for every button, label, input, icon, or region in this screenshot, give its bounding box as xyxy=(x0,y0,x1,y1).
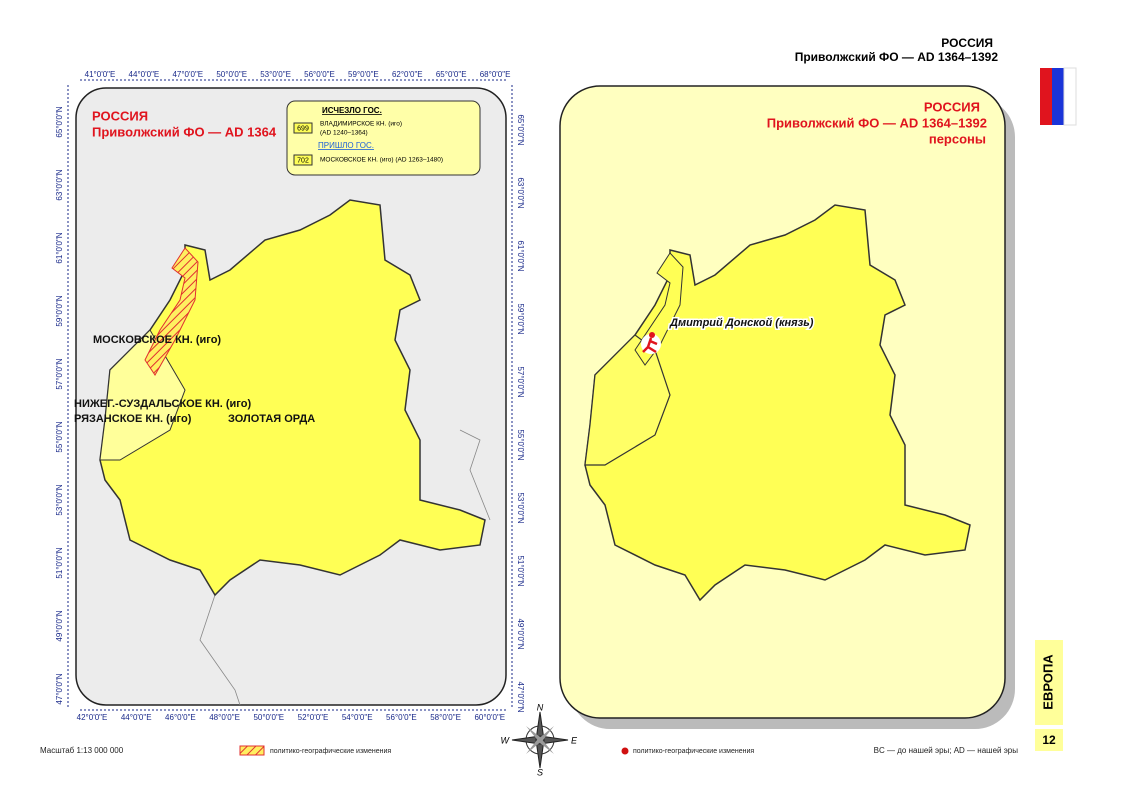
legend-code: 702 xyxy=(297,157,309,164)
left-map-subtitle: Приволжский ФО — AD 1364 xyxy=(92,124,277,139)
lon-tick-label: 60°0'0"E xyxy=(474,713,505,722)
footer-legend: политико-географические изменения xyxy=(270,748,391,755)
lat-tick-label: 63°0'0"N xyxy=(55,169,64,200)
legend-text: МОСКОВСКОЕ КН. (иго) (AD 1263–1480) xyxy=(320,157,443,164)
lat-tick-label: 57°0'0"N xyxy=(516,366,525,397)
lon-tick-label: 59°0'0"E xyxy=(348,70,379,79)
lon-tick-label: 58°0'0"E xyxy=(430,713,461,722)
lon-tick-label: 68°0'0"E xyxy=(480,70,511,79)
right-map-note: персоны xyxy=(929,131,986,146)
legend-heading: ПРИШЛО ГОС. xyxy=(318,141,374,150)
compass-s: S xyxy=(537,767,543,777)
lat-tick-label: 55°0'0"N xyxy=(516,429,525,460)
lon-tick-label: 54°0'0"E xyxy=(342,713,373,722)
lon-tick-label: 41°0'0"E xyxy=(85,70,116,79)
map-label: МОСКОВСКОЕ КН. (иго) xyxy=(93,334,221,346)
lat-tick-label: 47°0'0"N xyxy=(55,673,64,704)
header-subtitle: Приволжский ФО — AD 1364–1392 xyxy=(795,50,999,64)
map-label: РЯЗАНСКОЕ КН. (иго) xyxy=(74,413,192,425)
left-map-title: РОССИЯ xyxy=(92,108,148,123)
lat-tick-label: 49°0'0"N xyxy=(516,618,525,649)
legend-heading: ИСЧЕЗЛО ГОС. xyxy=(322,106,382,115)
lon-tick-label: 44°0'0"E xyxy=(121,713,152,722)
page-number: 12 xyxy=(1042,733,1056,747)
legend-swatch xyxy=(621,747,629,755)
region-tab xyxy=(1035,640,1063,725)
legend-text: (AD 1240–1364) xyxy=(320,130,368,137)
lon-tick-label: 65°0'0"E xyxy=(436,70,467,79)
lat-tick-label: 49°0'0"N xyxy=(55,610,64,641)
subregion xyxy=(584,334,671,466)
lon-tick-label: 62°0'0"E xyxy=(392,70,423,79)
right-map-title: РОССИЯ xyxy=(924,99,980,114)
lat-tick-label: 61°0'0"N xyxy=(55,232,64,263)
flag xyxy=(1040,67,1077,126)
map-label: ЗОЛОТАЯ ОРДА xyxy=(228,413,315,425)
lon-tick-label: 53°0'0"E xyxy=(260,70,291,79)
legend-text: ВЛАДИМИРСКОЕ КН. (иго) xyxy=(320,121,402,128)
lon-tick-label: 44°0'0"E xyxy=(129,70,160,79)
lon-tick-label: 42°0'0"E xyxy=(77,713,108,722)
lat-tick-label: 59°0'0"N xyxy=(55,295,64,326)
era-note: BC — до нашей эры; AD — нашей эры xyxy=(874,746,1019,755)
lon-tick-label: 46°0'0"E xyxy=(165,713,196,722)
lat-tick-label: 51°0'0"N xyxy=(516,555,525,586)
lat-tick-label: 55°0'0"N xyxy=(55,421,64,452)
lon-tick-label: 47°0'0"E xyxy=(172,70,203,79)
lon-tick-label: 48°0'0"E xyxy=(209,713,240,722)
lat-tick-label: 57°0'0"N xyxy=(55,358,64,389)
region-tab-label: ЕВРОПА xyxy=(1040,654,1055,710)
lat-tick-label: 59°0'0"N xyxy=(516,303,525,334)
lat-tick-label: 47°0'0"N xyxy=(516,681,525,712)
region xyxy=(584,204,971,602)
lat-tick-label: 63°0'0"N xyxy=(516,177,525,208)
compass-n: N xyxy=(537,702,544,712)
right-map-subtitle: Приволжский ФО — AD 1364–1392 xyxy=(767,115,987,130)
legend-code: 699 xyxy=(297,125,309,132)
lat-tick-label: 61°0'0"N xyxy=(516,240,525,271)
person-icon xyxy=(641,332,661,354)
map-label: НИЖЕГ.-СУЗДАЛЬСКОЕ КН. (иго) xyxy=(74,398,251,410)
compass-e: E xyxy=(571,735,578,745)
lat-tick-label: 53°0'0"N xyxy=(516,492,525,523)
header-title: РОССИЯ xyxy=(941,36,993,50)
compass-w: W xyxy=(501,735,511,745)
lat-tick-label: 53°0'0"N xyxy=(55,484,64,515)
lon-tick-label: 52°0'0"E xyxy=(298,713,329,722)
map-legend: ИСЧЕЗЛО ГОС. 699 ВЛАДИМИРСКОЕ КН. (иго) … xyxy=(286,100,481,176)
footer-legend: политико-географические изменения xyxy=(633,748,754,755)
legend-swatch xyxy=(239,745,265,756)
lat-tick-label: 51°0'0"N xyxy=(55,547,64,578)
page-tab xyxy=(1035,729,1063,751)
lat-tick-label: 65°0'0"N xyxy=(516,114,525,145)
lon-tick-label: 56°0'0"E xyxy=(304,70,335,79)
lon-tick-label: 50°0'0"E xyxy=(216,70,247,79)
lon-tick-label: 56°0'0"E xyxy=(386,713,417,722)
scale: Масштаб 1:13 000 000 xyxy=(40,746,124,755)
person-label: Дмитрий Донской (князь) xyxy=(669,317,814,329)
lon-tick-label: 50°0'0"E xyxy=(253,713,284,722)
region xyxy=(99,199,491,706)
lat-tick-label: 65°0'0"N xyxy=(55,106,64,137)
compass: N E S W xyxy=(501,702,579,777)
